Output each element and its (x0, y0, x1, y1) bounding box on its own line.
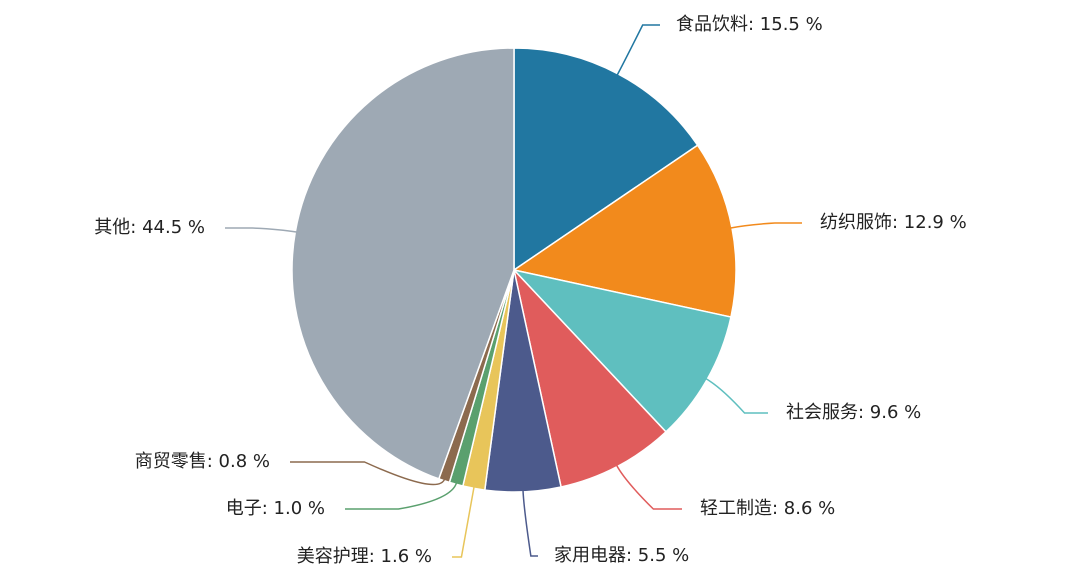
leader-line (616, 24, 660, 76)
leader-line (729, 222, 802, 229)
slice-label: 纺织服饰: 12.9 % (820, 212, 967, 233)
slice-label: 其他: 44.5 % (94, 217, 205, 238)
leader-line (290, 461, 446, 486)
leader-line (705, 377, 768, 414)
slice-label: 食品饮料: 15.5 % (676, 14, 823, 35)
leader-line (452, 486, 475, 558)
slice-label: 社会服务: 9.6 % (786, 402, 921, 423)
leader-line (522, 489, 538, 557)
leader-line (225, 227, 298, 233)
slice-label: 轻工制造: 8.6 % (700, 498, 835, 519)
leader-line (345, 482, 458, 510)
slice-label: 美容护理: 1.6 % (297, 546, 432, 567)
slice-label: 商贸零售: 0.8 % (135, 451, 270, 472)
leader-line (615, 464, 682, 510)
slice-label: 电子: 1.0 % (226, 498, 325, 519)
slice-label: 家用电器: 5.5 % (554, 545, 689, 566)
